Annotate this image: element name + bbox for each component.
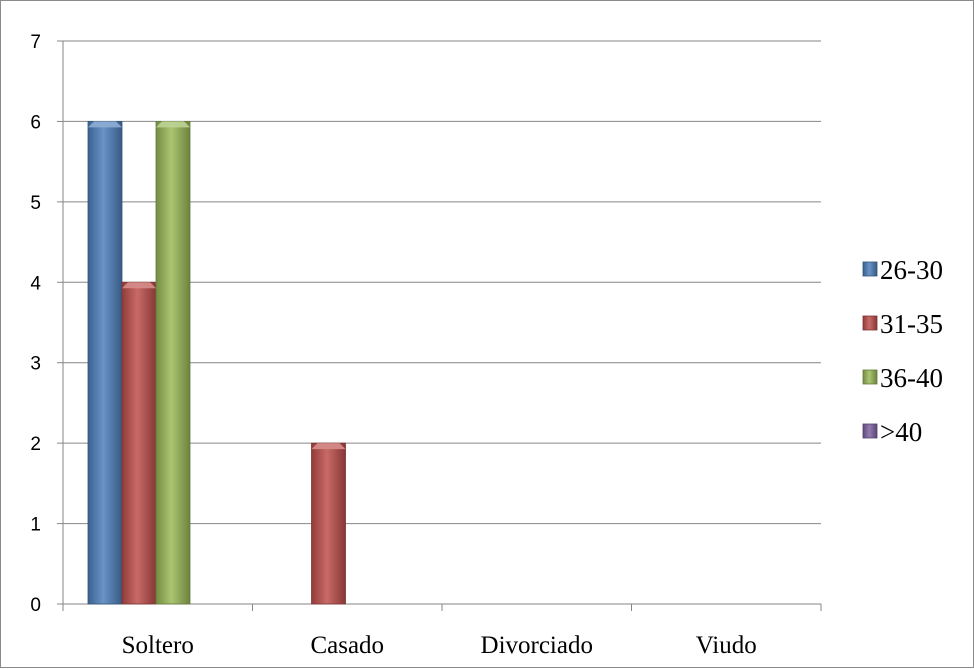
- bar-2630-soltero: [87, 121, 123, 605]
- x-tick-label: Viudo: [696, 632, 757, 659]
- bar-top-highlight: [156, 121, 190, 128]
- y-tick-label: 5: [30, 193, 41, 214]
- bar-top-highlight: [122, 282, 156, 289]
- y-tick-label: 6: [30, 112, 41, 133]
- legend-swatch: [862, 423, 878, 439]
- legend-swatch: [862, 369, 878, 385]
- x-axis-tick-labels: Soltero Casado Divorciado Viudo: [122, 632, 757, 659]
- bar-3135-soltero: [121, 281, 157, 605]
- y-tick-label: 2: [30, 434, 41, 455]
- y-tick-label: 1: [30, 515, 41, 536]
- x-tick-label: Divorciado: [481, 632, 593, 659]
- x-tick-label: Casado: [310, 632, 384, 659]
- bar-top-highlight: [88, 121, 122, 128]
- y-tick-label: 7: [30, 32, 41, 53]
- legend: 26-30 31-35 36-40 >40: [862, 255, 943, 447]
- legend-swatch: [862, 315, 878, 331]
- legend-label: 36-40: [880, 363, 943, 393]
- x-tick-label: Soltero: [122, 632, 194, 659]
- legend-label: 31-35: [880, 309, 943, 339]
- bar-top-highlight: [311, 443, 346, 450]
- y-tick-label: 4: [30, 273, 41, 294]
- legend-swatch: [862, 261, 878, 277]
- bar-3135-casado: [311, 442, 346, 605]
- legend-label: >40: [880, 417, 922, 447]
- y-axis-tick-labels: 0 1 2 3 4 5 6 7: [30, 32, 41, 616]
- legend-label: 26-30: [880, 255, 943, 285]
- bars: [87, 121, 346, 605]
- y-tick-label: 0: [30, 595, 41, 616]
- y-tick-label: 3: [30, 354, 41, 375]
- bar-3640-soltero: [155, 121, 191, 605]
